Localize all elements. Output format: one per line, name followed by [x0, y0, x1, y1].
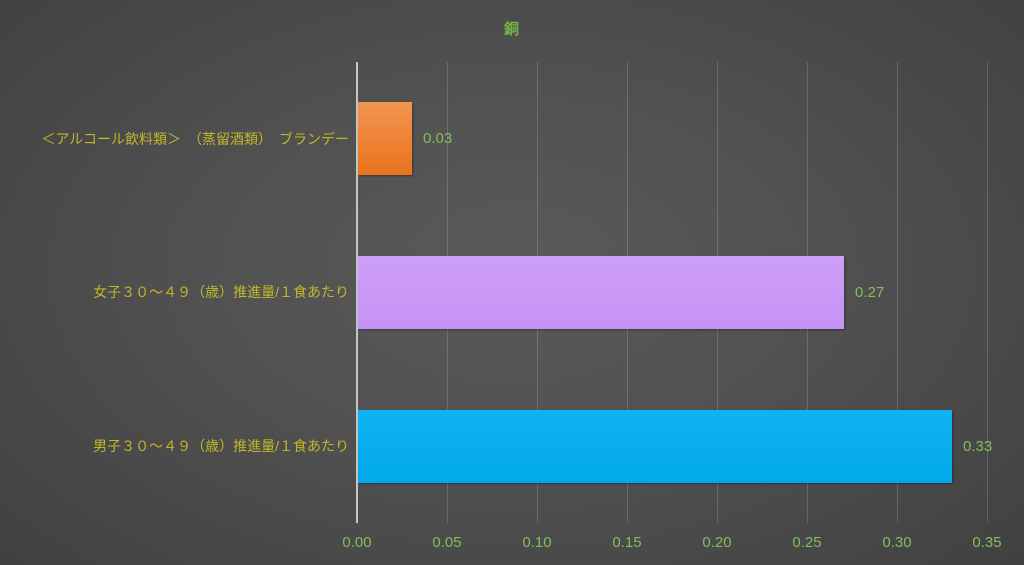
category-label: ＜アルコール飲料類＞ （蒸留酒類） ブランデー: [41, 130, 349, 147]
chart-title: 銅: [503, 21, 520, 38]
value-label: 0.33: [963, 437, 993, 455]
x-tick-label: 0.05: [432, 534, 462, 551]
x-tick-label: 0.25: [792, 534, 822, 551]
category-axis: ＜アルコール飲料類＞ （蒸留酒類） ブランデー女子３０～４９（歳）推進量/１食あ…: [0, 62, 349, 523]
x-tick-label: 0.15: [612, 534, 642, 551]
value-label: 0.03: [423, 130, 453, 148]
x-tick-label: 0.35: [972, 534, 1002, 551]
category-label: 女子３０～４９（歳）推進量/１食あたり: [93, 284, 349, 301]
value-label: 0.27: [855, 284, 885, 301]
x-tick-label: 0.30: [882, 534, 912, 551]
y-axis-line: [356, 62, 358, 523]
x-tick-label: 0.10: [522, 534, 552, 551]
bar-orange: [358, 102, 412, 176]
bar-cyan: [358, 409, 952, 483]
category-label: 男子３０～４９（歳）推進量/１食あたり: [93, 438, 349, 455]
gridline: [897, 62, 898, 523]
gridline: [987, 62, 988, 523]
x-tick-label: 0.00: [342, 534, 372, 551]
bar-purple: [358, 256, 844, 329]
x-tick-label: 0.20: [702, 534, 732, 551]
plot-area: 0.03 0.27 0.33: [356, 62, 993, 523]
x-axis-ticks: 0.00 0.05 0.10 0.15 0.20 0.25 0.30 0.35: [342, 534, 1001, 554]
